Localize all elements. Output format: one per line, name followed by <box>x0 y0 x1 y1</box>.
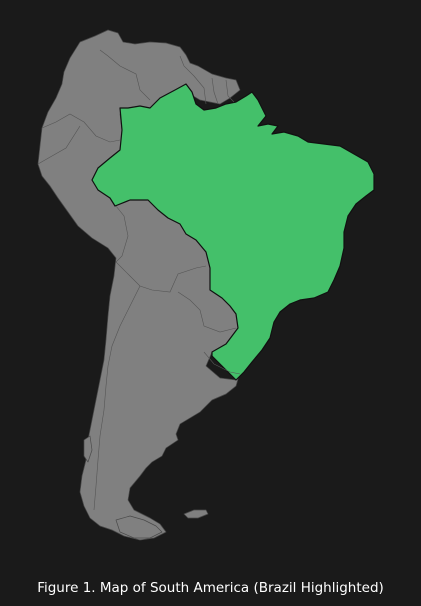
country-borders <box>37 49 241 511</box>
tierra-del-fuego <box>115 515 163 539</box>
border-line <box>37 125 81 165</box>
border-line <box>177 291 237 333</box>
map-land <box>37 29 375 541</box>
border-line <box>179 55 207 105</box>
border-line <box>41 113 121 143</box>
border-line <box>211 77 219 105</box>
falkland-islands <box>183 509 209 519</box>
border-line <box>93 285 141 511</box>
brazil-region <box>91 83 375 381</box>
south-america-map <box>37 29 375 541</box>
border-line <box>203 351 241 375</box>
border-line <box>115 205 129 263</box>
border-line <box>115 261 207 293</box>
border-line <box>99 49 151 101</box>
figure-caption: Figure 1. Map of South America (Brazil H… <box>37 580 384 596</box>
border-line <box>225 79 235 103</box>
chiloe-coast <box>83 435 93 463</box>
